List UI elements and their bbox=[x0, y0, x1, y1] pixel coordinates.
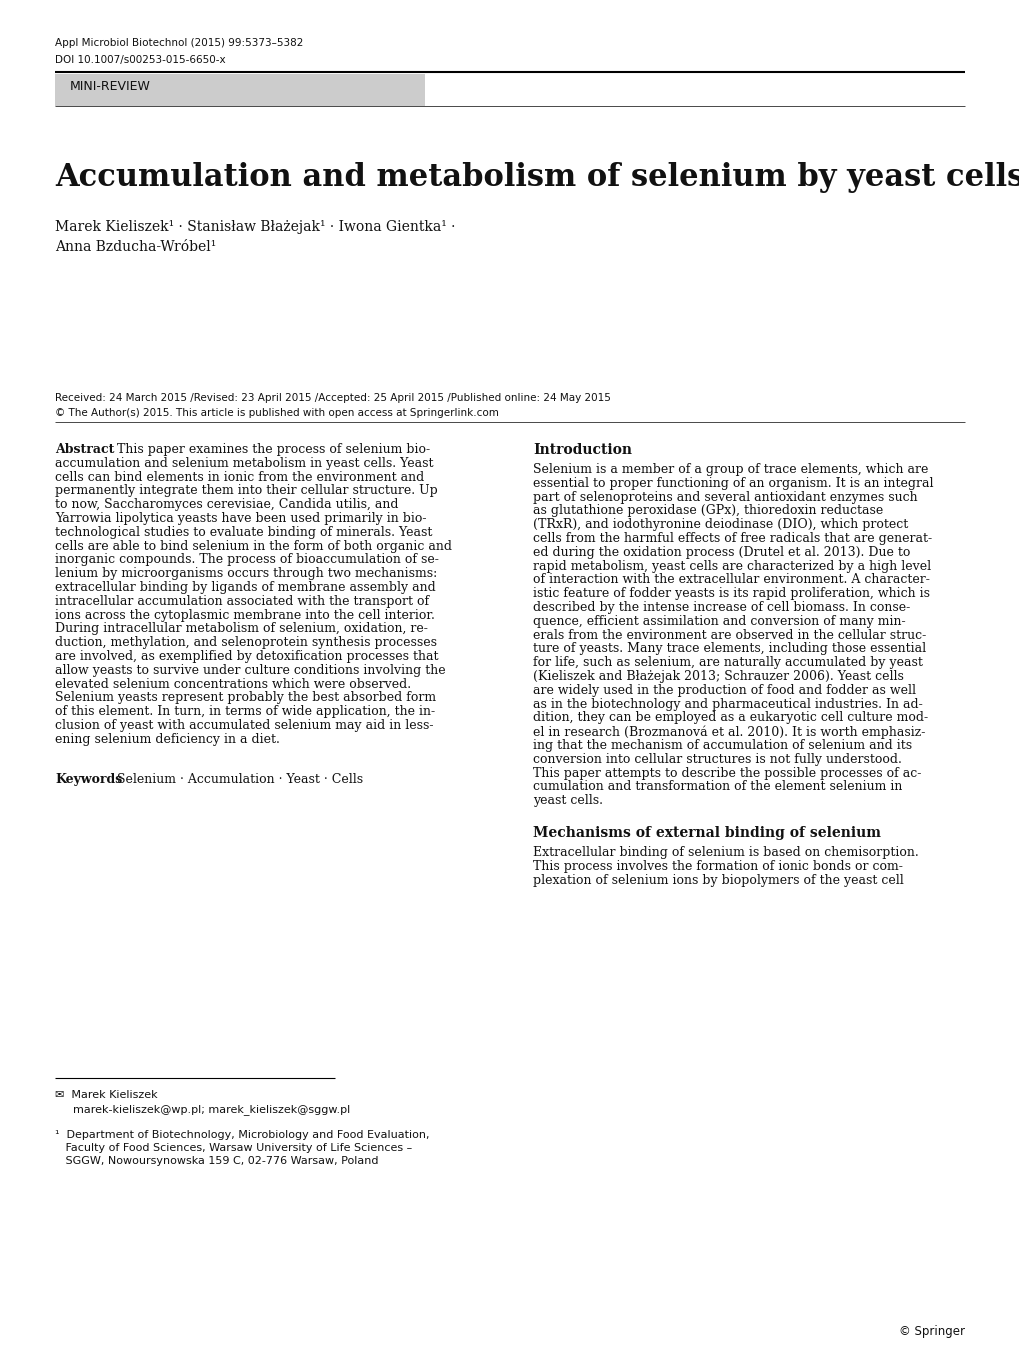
Text: as glutathione peroxidase (GPx), thioredoxin reductase: as glutathione peroxidase (GPx), thiored… bbox=[533, 504, 882, 518]
Text: duction, methylation, and selenoprotein synthesis processes: duction, methylation, and selenoprotein … bbox=[55, 637, 436, 649]
Text: extracellular binding by ligands of membrane assembly and: extracellular binding by ligands of memb… bbox=[55, 581, 435, 593]
Text: Received: 24 March 2015 /Revised: 23 April 2015 /Accepted: 25 April 2015 /Publis: Received: 24 March 2015 /Revised: 23 Apr… bbox=[55, 393, 610, 402]
Text: for life, such as selenium, are naturally accumulated by yeast: for life, such as selenium, are naturall… bbox=[533, 656, 922, 669]
Text: Selenium yeasts represent probably the best absorbed form: Selenium yeasts represent probably the b… bbox=[55, 691, 436, 705]
Text: erals from the environment are observed in the cellular struc-: erals from the environment are observed … bbox=[533, 629, 925, 642]
Text: clusion of yeast with accumulated selenium may aid in less-: clusion of yeast with accumulated seleni… bbox=[55, 720, 433, 732]
Text: © The Author(s) 2015. This article is published with open access at Springerlink: © The Author(s) 2015. This article is pu… bbox=[55, 408, 498, 417]
Text: el in research (Brozmanová et al. 2010). It is worth emphasiz-: el in research (Brozmanová et al. 2010).… bbox=[533, 725, 924, 738]
Text: (Kieliszek and Błażejak 2013; Schrauzer 2006). Yeast cells: (Kieliszek and Błażejak 2013; Schrauzer … bbox=[533, 669, 903, 683]
Text: (TRxR), and iodothyronine deiodinase (DIO), which protect: (TRxR), and iodothyronine deiodinase (DI… bbox=[533, 518, 907, 531]
Text: cumulation and transformation of the element selenium in: cumulation and transformation of the ele… bbox=[533, 780, 902, 794]
Text: Keywords: Keywords bbox=[55, 772, 122, 786]
Text: © Springer: © Springer bbox=[898, 1325, 964, 1337]
Text: This process involves the formation of ionic bonds or com-: This process involves the formation of i… bbox=[533, 860, 902, 873]
Text: Abstract: Abstract bbox=[55, 443, 114, 457]
Text: Accumulation and metabolism of selenium by yeast cells: Accumulation and metabolism of selenium … bbox=[55, 163, 1019, 192]
Text: inorganic compounds. The process of bioaccumulation of se-: inorganic compounds. The process of bioa… bbox=[55, 553, 438, 566]
Text: accumulation and selenium metabolism in yeast cells. Yeast: accumulation and selenium metabolism in … bbox=[55, 457, 433, 470]
Text: ¹  Department of Biotechnology, Microbiology and Food Evaluation,: ¹ Department of Biotechnology, Microbiol… bbox=[55, 1130, 429, 1140]
Text: as in the biotechnology and pharmaceutical industries. In ad-: as in the biotechnology and pharmaceutic… bbox=[533, 698, 922, 710]
Text: This paper attempts to describe the possible processes of ac-: This paper attempts to describe the poss… bbox=[533, 767, 920, 779]
Text: Anna Bzducha-Wróbel¹: Anna Bzducha-Wróbel¹ bbox=[55, 240, 216, 253]
Text: ions across the cytoplasmic membrane into the cell interior.: ions across the cytoplasmic membrane int… bbox=[55, 608, 434, 622]
Text: Faculty of Food Sciences, Warsaw University of Life Sciences –: Faculty of Food Sciences, Warsaw Univers… bbox=[55, 1144, 412, 1153]
Text: Marek Kieliszek¹ · Stanisław Błażejak¹ · Iwona Gientka¹ ·: Marek Kieliszek¹ · Stanisław Błażejak¹ ·… bbox=[55, 220, 455, 234]
Bar bbox=[55, 75, 425, 106]
Text: essential to proper functioning of an organism. It is an integral: essential to proper functioning of an or… bbox=[533, 477, 932, 489]
Text: technological studies to evaluate binding of minerals. Yeast: technological studies to evaluate bindin… bbox=[55, 526, 432, 539]
Text: marek-kieliszek@wp.pl; marek_kieliszek@sggw.pl: marek-kieliszek@wp.pl; marek_kieliszek@s… bbox=[73, 1104, 350, 1115]
Text: quence, efficient assimilation and conversion of many min-: quence, efficient assimilation and conve… bbox=[533, 615, 905, 627]
Text: permanently integrate them into their cellular structure. Up: permanently integrate them into their ce… bbox=[55, 484, 437, 497]
Text: described by the intense increase of cell biomass. In conse-: described by the intense increase of cel… bbox=[533, 602, 909, 614]
Text: Extracellular binding of selenium is based on chemisorption.: Extracellular binding of selenium is bas… bbox=[533, 846, 918, 859]
Text: istic feature of fodder yeasts is its rapid proliferation, which is: istic feature of fodder yeasts is its ra… bbox=[533, 587, 929, 600]
Text: conversion into cellular structures is not fully understood.: conversion into cellular structures is n… bbox=[533, 753, 901, 766]
Text: part of selenoproteins and several antioxidant enzymes such: part of selenoproteins and several antio… bbox=[533, 491, 917, 504]
Text: ening selenium deficiency in a diet.: ening selenium deficiency in a diet. bbox=[55, 733, 279, 745]
Text: During intracellular metabolism of selenium, oxidation, re-: During intracellular metabolism of selen… bbox=[55, 622, 427, 635]
Text: DOI 10.1007/s00253-015-6650-x: DOI 10.1007/s00253-015-6650-x bbox=[55, 56, 225, 65]
Text: Appl Microbiol Biotechnol (2015) 99:5373–5382: Appl Microbiol Biotechnol (2015) 99:5373… bbox=[55, 38, 303, 47]
Text: rapid metabolism, yeast cells are characterized by a high level: rapid metabolism, yeast cells are charac… bbox=[533, 560, 930, 573]
Text: cells can bind elements in ionic from the environment and: cells can bind elements in ionic from th… bbox=[55, 470, 424, 484]
Text: to now, Saccharomyces cerevisiae, Candida utilis, and: to now, Saccharomyces cerevisiae, Candid… bbox=[55, 499, 398, 511]
Text: of this element. In turn, in terms of wide application, the in-: of this element. In turn, in terms of wi… bbox=[55, 705, 435, 718]
Text: plexation of selenium ions by biopolymers of the yeast cell: plexation of selenium ions by biopolymer… bbox=[533, 874, 903, 886]
Text: yeast cells.: yeast cells. bbox=[533, 794, 602, 808]
Text: ed during the oxidation process (Drutel et al. 2013). Due to: ed during the oxidation process (Drutel … bbox=[533, 546, 910, 558]
Text: intracellular accumulation associated with the transport of: intracellular accumulation associated wi… bbox=[55, 595, 429, 608]
Text: MINI-REVIEW: MINI-REVIEW bbox=[70, 80, 151, 93]
Text: This paper examines the process of selenium bio-: This paper examines the process of selen… bbox=[117, 443, 430, 457]
Text: cells from the harmful effects of free radicals that are generat-: cells from the harmful effects of free r… bbox=[533, 533, 931, 545]
Text: are widely used in the production of food and fodder as well: are widely used in the production of foo… bbox=[533, 684, 915, 696]
Text: Selenium · Accumulation · Yeast · Cells: Selenium · Accumulation · Yeast · Cells bbox=[117, 772, 363, 786]
Text: lenium by microorganisms occurs through two mechanisms:: lenium by microorganisms occurs through … bbox=[55, 568, 437, 580]
Text: Selenium is a member of a group of trace elements, which are: Selenium is a member of a group of trace… bbox=[533, 463, 927, 476]
Text: of interaction with the extracellular environment. A character-: of interaction with the extracellular en… bbox=[533, 573, 929, 587]
Text: SGGW, Nowoursynowska 159 C, 02-776 Warsaw, Poland: SGGW, Nowoursynowska 159 C, 02-776 Warsa… bbox=[55, 1156, 378, 1167]
Text: ✉  Marek Kieliszek: ✉ Marek Kieliszek bbox=[55, 1089, 158, 1100]
Text: ture of yeasts. Many trace elements, including those essential: ture of yeasts. Many trace elements, inc… bbox=[533, 642, 925, 656]
Text: Yarrowia lipolytica yeasts have been used primarily in bio-: Yarrowia lipolytica yeasts have been use… bbox=[55, 512, 426, 524]
Text: dition, they can be employed as a eukaryotic cell culture mod-: dition, they can be employed as a eukary… bbox=[533, 711, 927, 725]
Text: elevated selenium concentrations which were observed.: elevated selenium concentrations which w… bbox=[55, 678, 411, 691]
Text: Introduction: Introduction bbox=[533, 443, 632, 457]
Text: allow yeasts to survive under culture conditions involving the: allow yeasts to survive under culture co… bbox=[55, 664, 445, 676]
Text: Mechanisms of external binding of selenium: Mechanisms of external binding of seleni… bbox=[533, 827, 880, 840]
Text: cells are able to bind selenium in the form of both organic and: cells are able to bind selenium in the f… bbox=[55, 539, 451, 553]
Text: are involved, as exemplified by detoxification processes that: are involved, as exemplified by detoxifi… bbox=[55, 650, 438, 663]
Text: ing that the mechanism of accumulation of selenium and its: ing that the mechanism of accumulation o… bbox=[533, 738, 911, 752]
